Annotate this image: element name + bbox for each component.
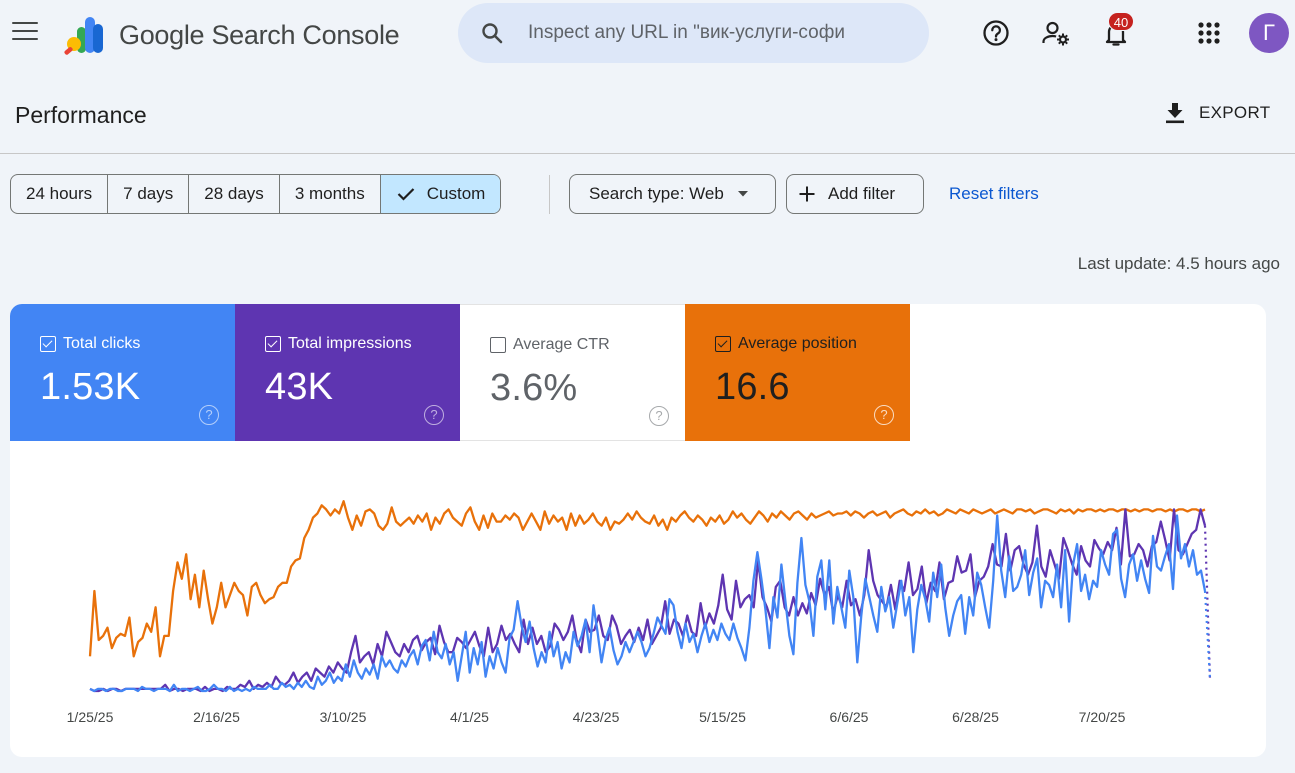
main-menu-icon[interactable] bbox=[12, 22, 38, 44]
metric-value: 1.53K bbox=[40, 366, 141, 408]
help-icon[interactable]: ? bbox=[874, 405, 894, 425]
help-icon[interactable]: ? bbox=[424, 405, 444, 425]
x-axis-tick-label: 5/15/25 bbox=[699, 709, 746, 725]
last-update-text: Last update: 4.5 hours ago bbox=[1077, 254, 1280, 273]
metric-label: Total clicks bbox=[63, 335, 141, 352]
search-type-label: Search type: Web bbox=[589, 184, 724, 203]
product-name[interactable]: Google Search Console bbox=[119, 20, 400, 50]
series-projection-total-clicks bbox=[1203, 590, 1212, 680]
metric-label: Total impressions bbox=[288, 335, 412, 352]
performance-card: Total clicks 1.53K ? Total impressions 4… bbox=[10, 304, 1266, 757]
checkbox-icon[interactable] bbox=[265, 336, 281, 352]
url-inspection-input[interactable] bbox=[528, 17, 898, 49]
metric-total-clicks[interactable]: Total clicks 1.53K ? bbox=[10, 304, 235, 441]
search-type-dropdown[interactable]: Search type: Web bbox=[569, 174, 776, 214]
date-range-selector: 24 hours 7 days 28 days 3 months Custom bbox=[10, 174, 502, 214]
range-custom[interactable]: Custom bbox=[380, 175, 501, 213]
top-app-bar: Google Search Console 40 Г bbox=[0, 0, 1295, 68]
x-axis-tick-label: 1/25/25 bbox=[67, 709, 114, 725]
range-7-days[interactable]: 7 days bbox=[108, 175, 190, 213]
help-icon[interactable] bbox=[980, 17, 1012, 49]
metric-value: 43K bbox=[265, 366, 334, 408]
add-filter-label: Add filter bbox=[828, 184, 896, 203]
x-axis-tick-label: 4/23/25 bbox=[573, 709, 620, 725]
account-avatar[interactable]: Г bbox=[1249, 13, 1289, 53]
page-title: Performance bbox=[15, 102, 147, 128]
checkbox-icon[interactable] bbox=[490, 337, 506, 353]
search-icon[interactable] bbox=[480, 21, 504, 45]
metric-average-position[interactable]: Average position 16.6 ? bbox=[685, 304, 910, 441]
range-24-hours[interactable]: 24 hours bbox=[11, 175, 109, 213]
url-inspection-search[interactable] bbox=[458, 3, 929, 63]
apps-grid-icon[interactable] bbox=[1193, 17, 1225, 49]
add-filter-button[interactable]: Add filter bbox=[786, 174, 924, 214]
metric-average-ctr[interactable]: Average CTR 3.6% ? bbox=[460, 304, 685, 441]
checkbox-icon[interactable] bbox=[715, 336, 731, 352]
metric-value: 16.6 bbox=[715, 366, 790, 408]
user-settings-icon[interactable] bbox=[1040, 17, 1072, 49]
metric-label: Average position bbox=[738, 335, 857, 352]
series-projection-total-impressions bbox=[1203, 525, 1212, 680]
range-3-months[interactable]: 3 months bbox=[280, 175, 381, 213]
x-axis-tick-label: 6/6/25 bbox=[830, 709, 869, 725]
export-label: EXPORT bbox=[1199, 103, 1271, 122]
plus-icon bbox=[799, 186, 815, 202]
metric-label: Average CTR bbox=[513, 336, 610, 353]
notification-count-badge: 40 bbox=[1108, 12, 1134, 31]
metric-total-impressions[interactable]: Total impressions 43K ? bbox=[235, 304, 460, 441]
checkmark-icon bbox=[397, 188, 415, 201]
export-button[interactable]: EXPORT bbox=[1165, 98, 1270, 128]
range-28-days[interactable]: 28 days bbox=[189, 175, 280, 213]
x-axis-tick-label: 4/1/25 bbox=[450, 709, 489, 725]
help-icon[interactable]: ? bbox=[199, 405, 219, 425]
series-line-total-clicks[interactable] bbox=[89, 514, 1207, 693]
reset-filters-link[interactable]: Reset filters bbox=[949, 184, 1039, 203]
x-axis-tick-label: 3/10/25 bbox=[320, 709, 367, 725]
dropdown-arrow-icon bbox=[737, 191, 748, 197]
x-axis-tick-label: 2/16/25 bbox=[193, 709, 240, 725]
header-divider bbox=[0, 153, 1295, 154]
series-line-average-position[interactable] bbox=[88, 500, 1206, 658]
help-icon[interactable]: ? bbox=[649, 406, 669, 426]
performance-chart[interactable]: 1/25/25 2/16/25 3/10/25 4/1/25 4/23/25 5/15/2… bbox=[10, 441, 1266, 757]
metric-value: 3.6% bbox=[490, 367, 578, 409]
download-icon bbox=[1166, 103, 1184, 124]
filter-separator bbox=[549, 175, 550, 214]
search-console-logo-icon[interactable] bbox=[64, 16, 106, 56]
checkbox-icon[interactable] bbox=[40, 336, 56, 352]
series-line-total-impressions[interactable] bbox=[89, 508, 1207, 693]
x-axis-tick-label: 7/20/25 bbox=[1079, 709, 1126, 725]
x-axis-tick-label: 6/28/25 bbox=[952, 709, 999, 725]
